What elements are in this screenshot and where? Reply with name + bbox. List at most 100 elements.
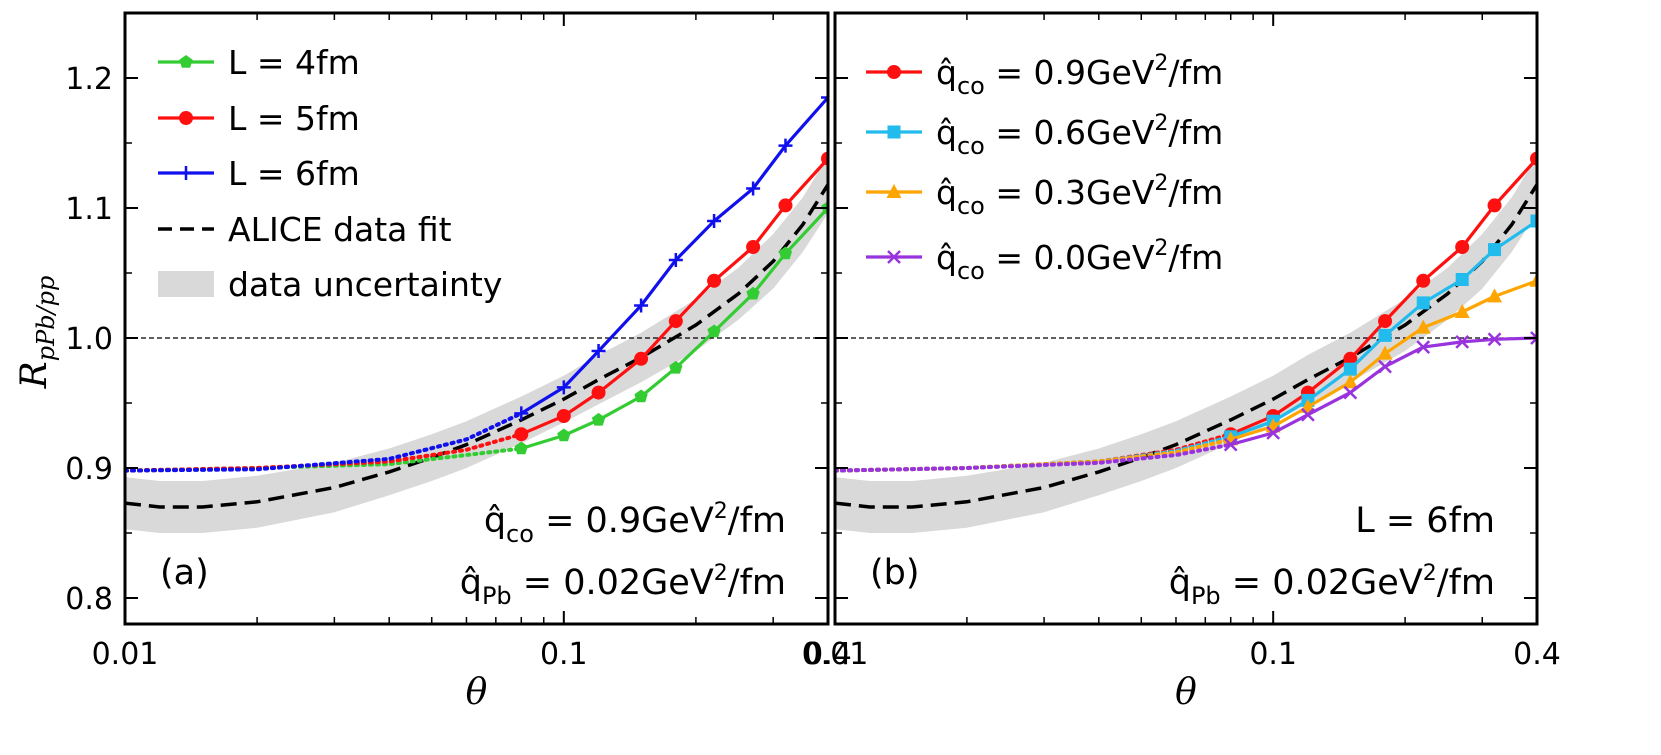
- series-4: [835, 331, 1537, 473]
- panel-label: (a): [160, 553, 209, 593]
- data-point: [707, 214, 722, 228]
- data-point: [1455, 273, 1469, 286]
- legend-marker: [887, 125, 901, 139]
- data-point: [557, 428, 571, 442]
- legend-label: ALICE data fit: [228, 210, 452, 249]
- data-point: [778, 246, 793, 260]
- series-dotted-line: [125, 411, 524, 473]
- legend-label: q̂co = 0.0GeV2/fm: [936, 236, 1223, 285]
- legend-marker: [179, 55, 193, 68]
- data-point: [1487, 198, 1502, 213]
- legend-label: data uncertainty: [228, 265, 502, 304]
- annotation-1: q̂co = 0.9GeV2/fm: [484, 499, 786, 548]
- y-tick-label: 1.1: [65, 192, 113, 227]
- data-point: [668, 253, 683, 267]
- data-point: [591, 385, 606, 400]
- data-point: [556, 409, 571, 423]
- data-point: [514, 406, 529, 421]
- series-1: [125, 201, 828, 473]
- legend-label: q̂co = 0.9GeV2/fm: [936, 51, 1223, 100]
- series-3: [125, 90, 828, 473]
- x-tick-label: 0.1: [1249, 637, 1297, 672]
- legend-label: q̂co = 0.3GeV2/fm: [936, 171, 1223, 220]
- data-point: [1343, 351, 1358, 366]
- annotation-2: q̂Pb = 0.02GeV2/fm: [460, 561, 786, 610]
- data-point: [1378, 328, 1392, 342]
- x-axis-label: θ: [466, 672, 488, 713]
- y-tick-label: 1.0: [65, 322, 113, 357]
- annotation-2: q̂Pb = 0.02GeV2/fm: [1169, 561, 1495, 610]
- x-axis-label: θ: [1175, 672, 1197, 713]
- series-dotted-line: [835, 442, 1233, 473]
- data-point: [669, 360, 683, 374]
- data-point: [634, 298, 649, 313]
- data-point: [1530, 214, 1537, 228]
- legend-label: L = 4fm: [228, 43, 360, 82]
- data-point: [1487, 332, 1502, 347]
- legend: L = 4fm L = 5fm L = 6fm ALICE data fit data …: [158, 43, 502, 304]
- y-axis-label: RpPb/pp: [14, 276, 60, 390]
- panel-label: (b): [870, 553, 920, 593]
- data-point: [1300, 407, 1315, 422]
- plot-area: [835, 151, 1537, 533]
- series-dotted-line: [125, 432, 524, 473]
- annotation-1: L = 6fm: [1355, 501, 1495, 541]
- data-point: [634, 351, 649, 366]
- data-point: [778, 138, 793, 153]
- data-point: [1415, 319, 1431, 334]
- data-point: [668, 314, 683, 329]
- panel-b: 0.01 0.1 0.4 θ (b) L = 6fm q̂Pb = 0.02GeV2/fm q…: [802, 11, 1561, 713]
- legend-label: q̂co = 0.6GeV2/fm: [936, 111, 1223, 160]
- data-point: [556, 380, 571, 395]
- data-point: [591, 344, 606, 358]
- legend-marker: [887, 250, 901, 264]
- data-point: [1378, 359, 1392, 374]
- data-point: [1378, 314, 1393, 329]
- data-point: [1454, 304, 1470, 318]
- legend-marker: [886, 184, 902, 198]
- series-dotted-line: [125, 446, 524, 473]
- legend-label: L = 6fm: [228, 154, 360, 193]
- data-point: [821, 90, 828, 105]
- data-point: [1416, 340, 1431, 354]
- data-point: [1377, 345, 1393, 360]
- series-2: [125, 151, 828, 473]
- data-point: [1342, 374, 1358, 389]
- data-point: [1266, 426, 1281, 440]
- y-tick-label: 0.8: [65, 582, 113, 617]
- data-point: [1529, 272, 1537, 287]
- data-point: [1487, 288, 1503, 303]
- data-point: [1416, 273, 1431, 288]
- data-point: [1343, 385, 1358, 400]
- plot-area: [125, 90, 828, 533]
- data-point: [634, 389, 648, 403]
- uncertainty-band: [125, 156, 828, 533]
- x-tick-label: 0.01: [92, 637, 159, 672]
- y-tick-label: 0.9: [65, 452, 113, 487]
- legend-band: [158, 271, 214, 297]
- data-point: [821, 151, 828, 166]
- legend: q̂co = 0.9GeV2/fm q̂co = 0.6GeV2/fm q̂co =…: [866, 51, 1223, 285]
- data-point: [1223, 437, 1238, 452]
- data-point: [1455, 240, 1470, 254]
- panel-a: 0.01 0.1 0.4 0.8 0.9 1.0 1.1 1.2 θ (a) q̂co = 0.9G…: [65, 11, 852, 713]
- legend-marker: [179, 166, 193, 180]
- legend-label: L = 5fm: [228, 99, 360, 138]
- data-point: [514, 441, 528, 455]
- data-point: [514, 427, 529, 442]
- data-point: [778, 198, 793, 213]
- data-point: [707, 324, 721, 338]
- data-point: [1416, 296, 1430, 310]
- y-tick-label: 1.2: [65, 62, 113, 97]
- data-point: [1343, 362, 1357, 376]
- x-tick-label: 0.01: [802, 637, 869, 672]
- x-tick-label: 0.1: [540, 637, 588, 672]
- data-point: [746, 240, 761, 254]
- data-point: [707, 273, 722, 288]
- data-point: [1455, 335, 1470, 349]
- data-point: [746, 286, 760, 300]
- data-point: [746, 181, 761, 196]
- legend-marker: [179, 111, 193, 125]
- data-point: [1530, 331, 1537, 345]
